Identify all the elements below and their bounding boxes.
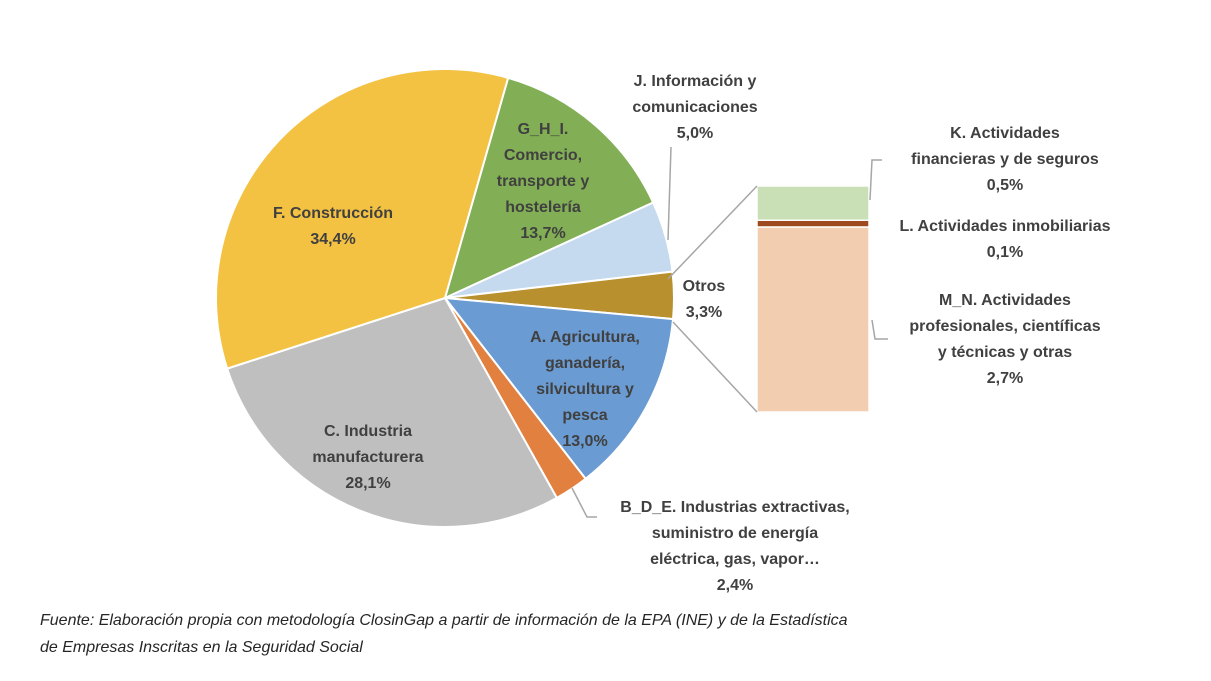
source-note: de Empresas Inscritas en la Seguridad So…: [40, 639, 363, 656]
bar-segment: [756, 219, 870, 228]
pie-slice: [215, 68, 510, 370]
slice-label: B_D_E. Industrias extractivas, suministro…: [620, 499, 849, 568]
bar-label: M_N. Actividades profesionales, científic…: [909, 292, 1100, 361]
bar-segment: [756, 226, 870, 413]
pie-slice: [443, 76, 655, 300]
slice-label: C. Industria manufacturera: [312, 423, 423, 466]
slice-value: 13,7%: [520, 225, 565, 242]
bar-value: 2,7%: [987, 370, 1023, 387]
bar-label: L. Actividades inmobiliarias: [899, 218, 1110, 235]
slice-value: 28,1%: [345, 475, 390, 492]
slice-value: 34,4%: [310, 231, 355, 248]
slice-value: 5,0%: [677, 125, 713, 142]
leader-line: [667, 146, 672, 241]
connector-line: [672, 321, 758, 413]
bar-value: 0,1%: [987, 244, 1023, 261]
slice-value: 2,4%: [717, 577, 753, 594]
bar-value: 0,5%: [987, 177, 1023, 194]
source-note: Fuente: Elaboración propia con metodolog…: [40, 612, 848, 629]
slice-value: 3,3%: [686, 304, 722, 321]
slice-label: Otros: [683, 278, 726, 295]
slice-value: 13,0%: [562, 433, 607, 450]
slice-label: F. Construcción: [273, 205, 393, 222]
bar-label: K. Actividades financieras y de seguros: [911, 125, 1099, 168]
slice-label: J. Información y comunicaciones: [632, 73, 757, 116]
bar-segment: [756, 185, 870, 221]
leader-line: [871, 319, 888, 340]
leader-line: [869, 159, 882, 201]
slice-label: G_H_I. Comercio, transporte y hostelería: [497, 121, 590, 216]
connector-line: [667, 185, 758, 280]
leader-line: [571, 487, 597, 518]
pie-slice: [442, 296, 675, 481]
pie-slice: [225, 296, 559, 528]
